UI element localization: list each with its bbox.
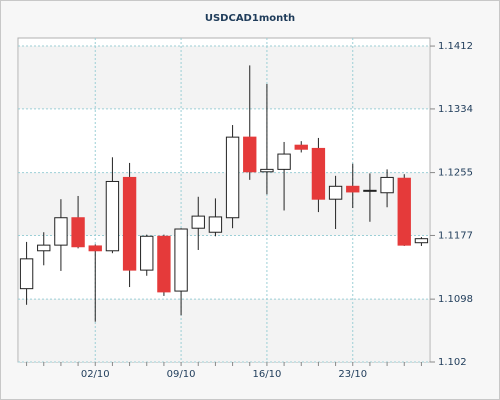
- candle-body: [294, 144, 308, 150]
- y-tick-label: 1.1412: [438, 41, 473, 52]
- candle-body: [157, 235, 171, 293]
- candle-body: [19, 258, 34, 290]
- grid-band: [19, 172, 429, 236]
- candle-body: [174, 228, 188, 292]
- candle-body: [122, 176, 137, 271]
- candle-body: [328, 185, 343, 200]
- candle-body: [414, 238, 429, 244]
- y-tick-label: 1.1334: [438, 104, 473, 115]
- y-tick-label: 1.1098: [438, 294, 473, 305]
- x-tick-label: 09/10: [167, 369, 196, 380]
- grid-band: [19, 46, 429, 109]
- y-tick-label: 1.1255: [438, 168, 473, 179]
- candle-body: [397, 177, 411, 246]
- candle-body: [346, 185, 360, 193]
- x-tick-label: 23/10: [338, 369, 367, 380]
- candle-body: [208, 216, 223, 233]
- candle-body: [191, 215, 205, 229]
- candle-body: [140, 235, 154, 271]
- candle-body: [363, 189, 377, 192]
- candle-body: [260, 168, 274, 173]
- candle-body: [311, 147, 326, 200]
- y-tick-label: 1.1177: [438, 230, 473, 241]
- candle-body: [380, 176, 394, 194]
- candle-body: [37, 244, 51, 252]
- grid-band: [19, 299, 429, 362]
- x-tick-label: 02/10: [81, 369, 110, 380]
- candle-body: [54, 217, 68, 246]
- candle-body: [277, 153, 291, 170]
- candle-body: [243, 136, 257, 173]
- candle-body: [71, 217, 85, 248]
- candle-body: [225, 136, 240, 219]
- y-tick-label: 1.102: [438, 357, 467, 368]
- candle-body: [105, 180, 120, 252]
- chart-title: USDCAD1month: [205, 13, 295, 24]
- candle-body: [88, 245, 102, 252]
- x-tick-label: 16/10: [253, 369, 282, 380]
